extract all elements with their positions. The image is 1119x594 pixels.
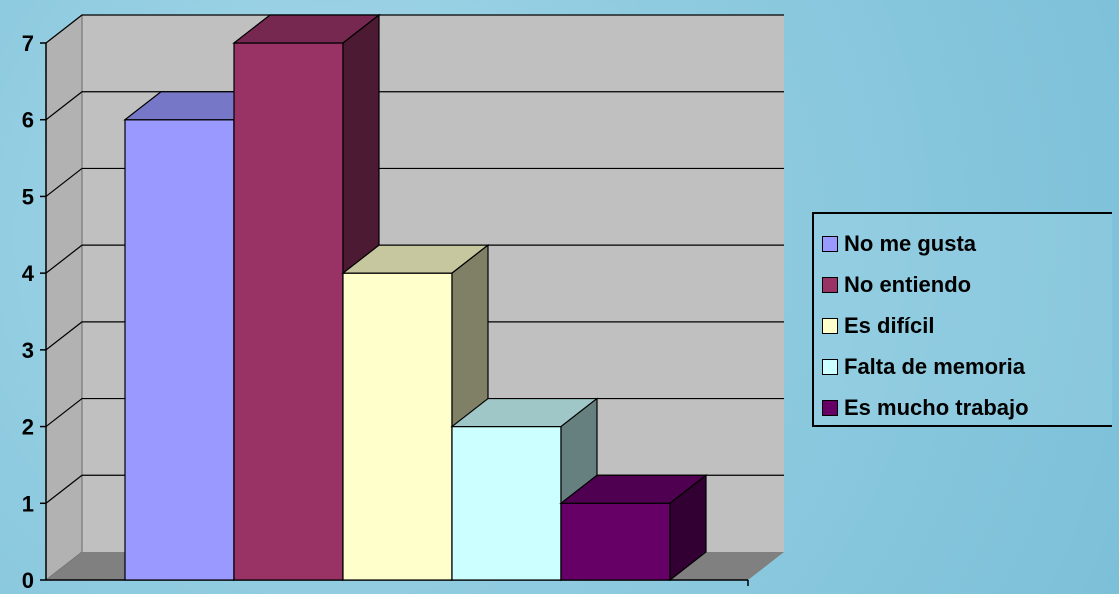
y-tick-label: 0 <box>22 568 34 593</box>
legend-swatch <box>822 400 838 416</box>
y-tick-label: 4 <box>22 261 35 286</box>
bar-front <box>342 272 453 581</box>
gridline <box>45 244 784 274</box>
y-tick-label: 5 <box>22 184 34 209</box>
legend-item: No me gusta <box>822 231 976 257</box>
legend-swatch <box>822 236 838 252</box>
gridline <box>45 321 784 351</box>
legend-label: Es mucho trabajo <box>844 395 1029 420</box>
y-axis-tick-labels: 0 1 2 3 4 5 6 7 <box>22 31 35 593</box>
legend-item: Es mucho trabajo <box>822 395 1029 421</box>
y-tick-label: 3 <box>22 338 34 363</box>
legend-item: No entiendo <box>822 272 971 298</box>
bar-front <box>451 425 562 581</box>
gridline <box>45 91 784 121</box>
legend-swatch <box>822 359 838 375</box>
y-tick-label: 6 <box>22 108 34 133</box>
legend: No me gusta No entiendo Es difícil Falta de… <box>812 212 1112 427</box>
bar-front <box>560 502 671 581</box>
gridline <box>45 167 784 197</box>
bar-front <box>233 42 344 581</box>
bar-front <box>124 119 235 581</box>
legend-label: Es difícil <box>844 313 935 338</box>
y-tick-label: 2 <box>22 415 34 440</box>
legend-swatch <box>822 318 838 334</box>
legend-label: Falta de memoria <box>844 354 1025 379</box>
legend-label: No me gusta <box>844 231 977 256</box>
gridline <box>45 14 784 44</box>
legend-item: Es difícil <box>822 313 934 339</box>
legend-swatch <box>822 277 838 293</box>
y-tick-label: 1 <box>22 491 34 516</box>
bars <box>123 13 708 582</box>
bar <box>559 474 708 582</box>
bar-side <box>669 474 707 582</box>
y-tick-label: 7 <box>22 31 34 56</box>
legend-item: Falta de memoria <box>822 354 1025 380</box>
side-wall <box>45 13 83 582</box>
legend-label: No entiendo <box>844 272 972 297</box>
